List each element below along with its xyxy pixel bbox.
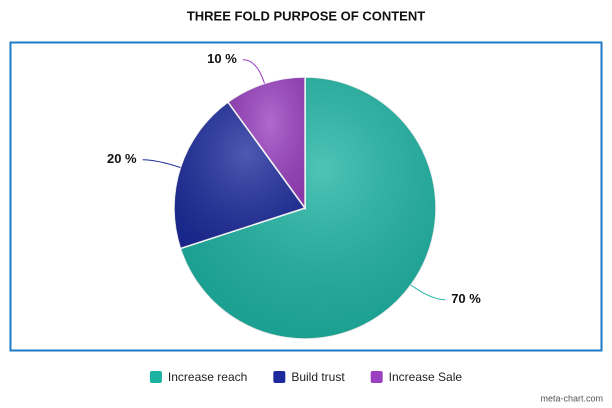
- legend-swatch: [149, 371, 162, 383]
- leader-line: [142, 159, 181, 168]
- plot-frame: [9, 41, 603, 352]
- leader-line: [410, 284, 446, 301]
- data-label: 70 %: [451, 291, 481, 306]
- legend-label: Increase reach: [168, 370, 247, 384]
- legend-label: Build trust: [291, 370, 345, 384]
- legend-swatch: [370, 371, 383, 383]
- legend-label: Increase Sale: [389, 370, 463, 384]
- credit: meta-chart.com: [540, 393, 603, 403]
- legend-swatch: [273, 371, 286, 383]
- legend: Increase reach Build trust Increase Sale: [149, 370, 463, 384]
- chart-title: THREE FOLD PURPOSE OF CONTENT: [187, 8, 425, 23]
- leader-line: [242, 59, 265, 84]
- pie: 70 % 20 % 10 %: [107, 51, 481, 340]
- data-label: 20 %: [107, 151, 137, 166]
- data-label: 10 %: [207, 51, 237, 66]
